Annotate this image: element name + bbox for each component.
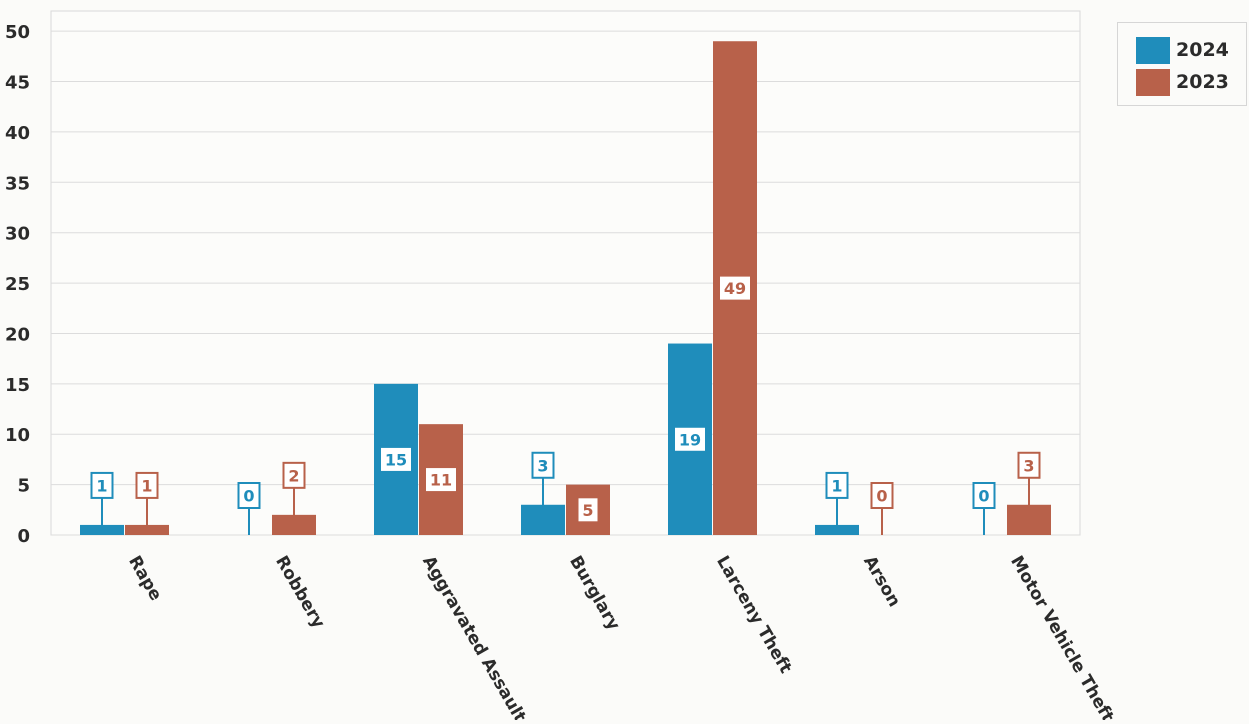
y-tick-label: 15 (5, 375, 30, 396)
legend-item-2023: 2023 (1136, 68, 1229, 96)
y-tick-label: 20 (5, 324, 30, 345)
x-tick-label: Burglary (565, 553, 624, 634)
data-label-box (1017, 451, 1041, 479)
data-label-box (424, 466, 458, 494)
y-tick-label: 25 (5, 274, 30, 295)
data-label-box (135, 471, 159, 499)
legend-item-2024: 2024 (1136, 36, 1229, 64)
y-tick-label: 30 (5, 224, 30, 245)
data-label: 1 (96, 476, 107, 495)
data-label: 0 (876, 487, 887, 506)
data-label-box (673, 425, 707, 453)
data-label-box (825, 471, 849, 499)
data-label-box (972, 482, 996, 509)
legend-label-2024: 2024 (1176, 39, 1229, 61)
legend: 2024 2023 (1117, 22, 1247, 106)
plot-area (50, 10, 1081, 536)
y-tick-label: 5 (17, 476, 30, 497)
data-label: 11 (430, 471, 452, 490)
y-tick-label: 10 (5, 425, 30, 446)
data-label: 1 (831, 476, 842, 495)
y-tick-label: 40 (5, 123, 30, 144)
x-tick-label: Aggravated Assault (418, 553, 530, 721)
data-label-box (870, 482, 894, 509)
legend-label-2023: 2023 (1176, 71, 1229, 93)
data-label: 0 (243, 487, 254, 506)
data-label: 1 (141, 476, 152, 495)
data-label: 5 (582, 501, 593, 520)
data-label: 49 (724, 279, 746, 298)
data-label: 19 (679, 430, 701, 449)
data-label-box (282, 461, 306, 489)
y-tick-label: 50 (5, 22, 30, 43)
data-label-box (718, 274, 752, 302)
data-label-box (90, 471, 114, 499)
x-tick-label: Robbery (271, 553, 328, 632)
y-tick-label: 35 (5, 173, 30, 194)
data-label: 0 (978, 487, 989, 506)
y-tick-label: 0 (17, 526, 30, 547)
data-label-box (237, 482, 261, 509)
x-tick-label: Rape (124, 553, 165, 605)
y-tick-label: 45 (5, 73, 30, 94)
data-label: 15 (385, 450, 407, 469)
data-label: 2 (288, 466, 299, 485)
x-tick-label: Larceny Theft (712, 553, 795, 677)
legend-swatch-2023 (1136, 68, 1170, 96)
data-label: 3 (1023, 456, 1034, 475)
data-label-box (576, 496, 600, 524)
data-label: 3 (537, 456, 548, 475)
x-tick-label: Arson (859, 553, 904, 611)
data-label-box (531, 451, 555, 479)
legend-swatch-2024 (1136, 36, 1170, 64)
data-label-box (379, 445, 413, 473)
x-tick-label: Motor Vehicle Theft (1006, 553, 1118, 721)
